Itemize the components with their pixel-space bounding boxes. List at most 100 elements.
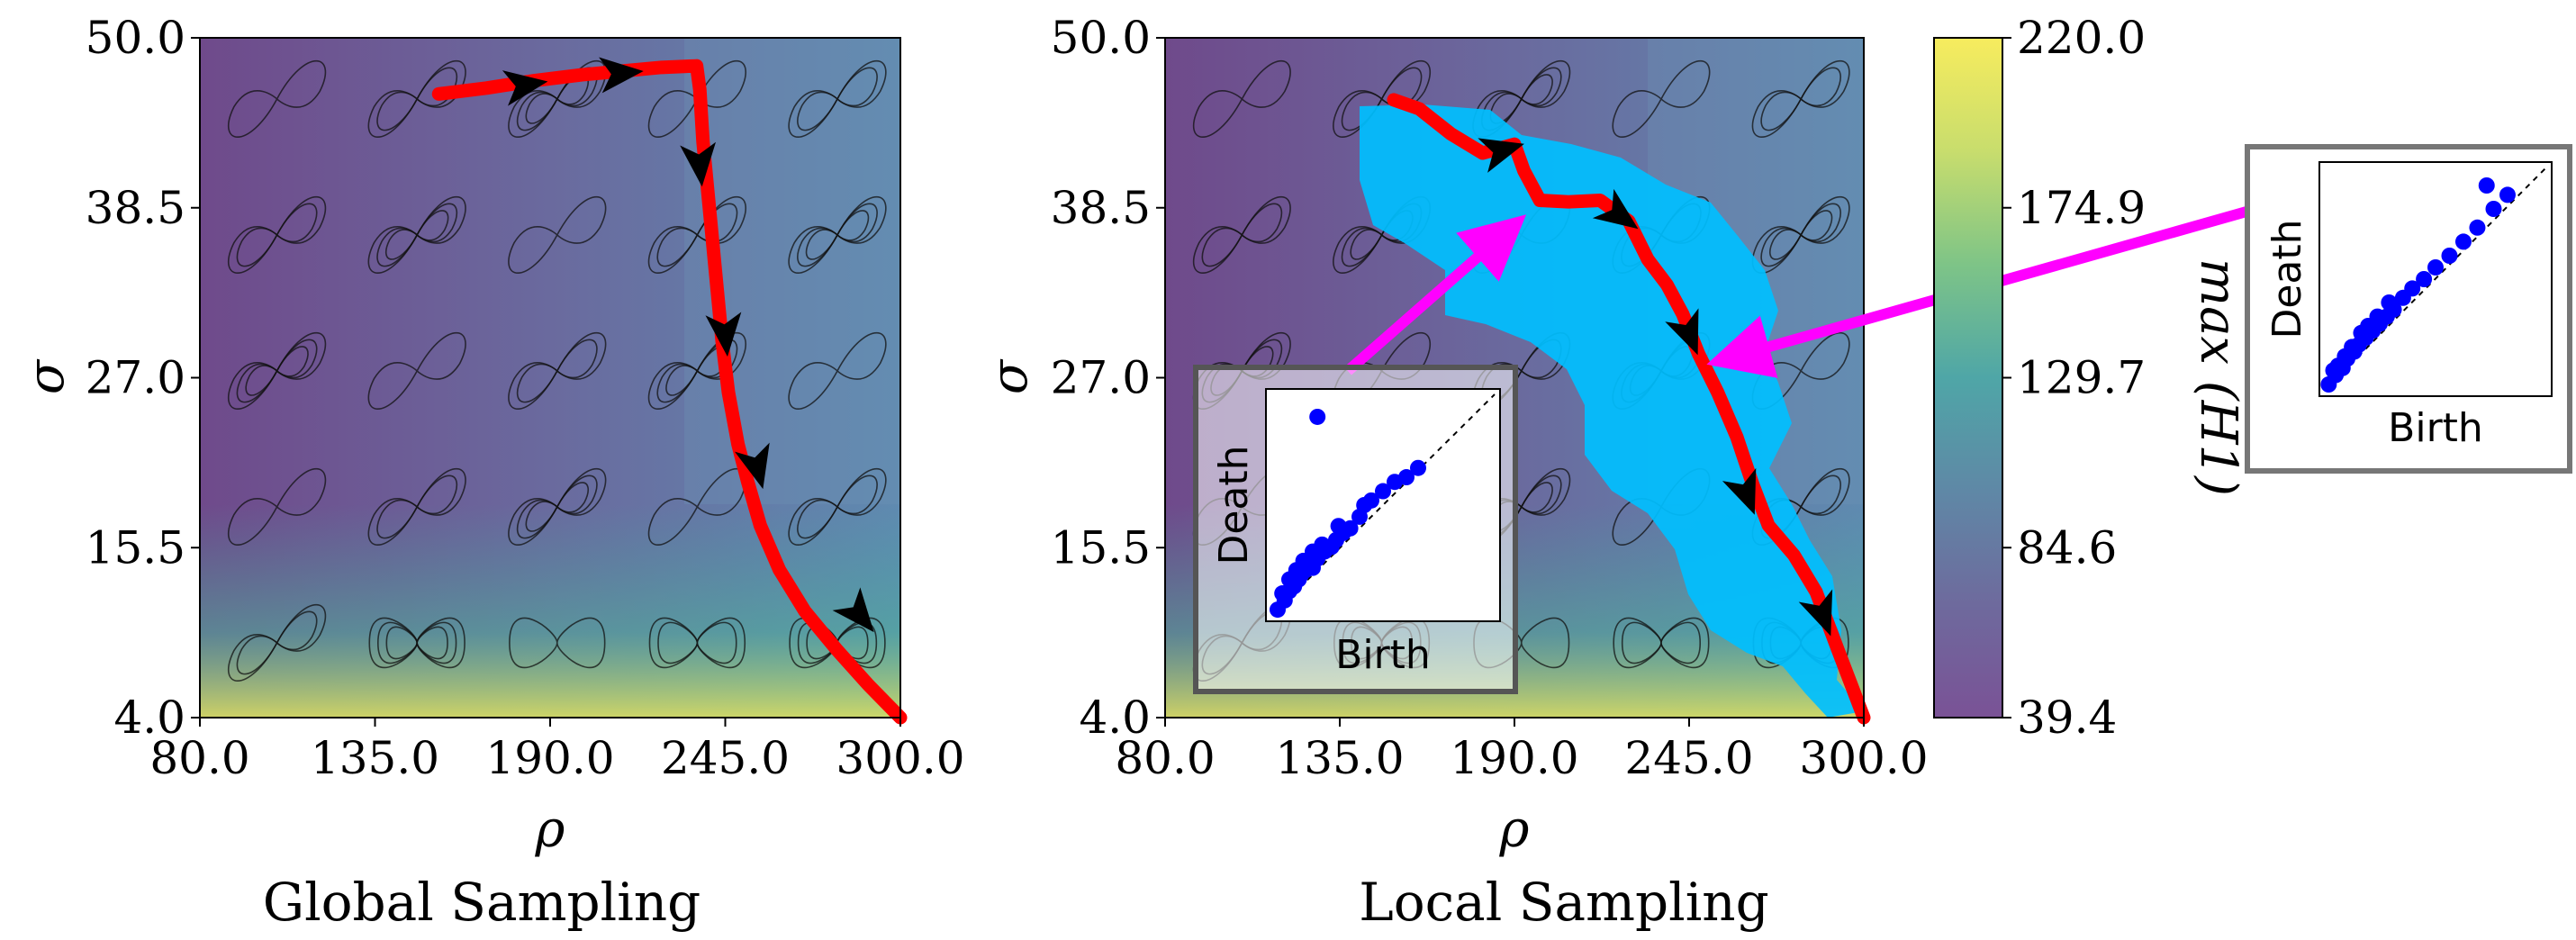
direction-arrow [599,57,644,94]
attractor-glyph [1751,196,1850,274]
direction-arrow [1592,188,1639,230]
y-tick-label: 38.5 [1051,182,1151,234]
pd-point [1330,518,1347,535]
right-caption: Local Sampling [1359,872,1769,933]
right-xlabel: ρ [1499,800,1530,859]
attractor-glyph [509,617,606,668]
attractor-glyph [788,468,887,546]
pd-point [2404,280,2421,297]
attractor-glyph [788,196,887,274]
y-tick-label: 15.5 [86,521,185,574]
left-axis-ticks: 80.0 135.0 190.0 245.0 300.0 4.0 15.5 27.0 38.5 5… [86,12,965,784]
direction-arrow [832,587,874,633]
direction-arrow [1798,589,1833,637]
x-tick-label: 190.0 [1450,732,1578,784]
attractor-glyph [228,332,327,410]
attractor-glyph [367,60,466,138]
pd-point [2499,186,2516,203]
y-tick-label: 4.0 [1079,691,1151,744]
right-panel: 80.0 135.0 190.0 245.0 300.0 4.0 15.5 27.0 38.5 5… [981,12,2248,933]
attractor-glyph [367,332,466,410]
x-tick-label: 190.0 [485,732,614,784]
pd-point [2485,201,2502,217]
pd-point [1314,536,1331,553]
direction-arrow [705,312,742,357]
left-red-path [431,59,908,725]
y-tick-label: 27.0 [1051,352,1151,404]
attractor-glyph [228,604,327,682]
pd-point [2478,177,2495,194]
direction-arrow [680,141,717,187]
attractor-glyph [508,468,607,546]
pd-point [2325,362,2342,379]
pd-point [1274,585,1291,602]
y-tick-label: 4.0 [113,691,185,744]
inset-local-points [1270,408,1426,619]
colorbar-label: max (H1) [2189,258,2247,496]
attractor-glyph [1613,617,1710,668]
pd-point [1410,459,1426,476]
left-xlabel: ρ [535,800,565,859]
inset-local-ylabel: Death [1211,445,1257,565]
pd-point [2344,339,2361,356]
attractor-glyph [788,332,887,410]
x-tick-label: 245.0 [1624,732,1753,784]
attractor-glyph [1192,60,1291,138]
right-ylabel: σ [981,358,1039,394]
attractor-glyph [367,196,466,274]
direction-arrow [502,70,548,106]
attractor-glyph [367,468,466,546]
pd-point [1375,483,1391,500]
inset-local-xlabel: Birth [1335,632,1431,678]
pd-point [2381,294,2398,311]
colorbar-ticks: 39.4 84.6 129.7 174.9 220.0 [2002,12,2146,744]
x-tick-label: 80.0 [149,732,249,784]
left-caption: Global Sampling [263,872,701,933]
x-tick-label: 300.0 [1799,732,1928,784]
attractor-glyph [508,332,607,410]
inset-local: Birth Death [1193,365,1518,694]
pd-point [2441,248,2458,264]
y-tick-label: 50.0 [1051,12,1151,64]
direction-arrow [1478,138,1524,173]
attractor-glyph [228,196,327,274]
left-ylabel: σ [17,358,76,394]
attractor-glyph [1612,60,1711,138]
y-tick-label: 27.0 [86,352,185,404]
pd-point [2427,259,2444,276]
pd-point [2416,271,2433,287]
pd-point [2369,308,2386,325]
left-arrow-markers [502,57,874,633]
x-tick-label: 300.0 [836,732,964,784]
left-attractor-glyphs [228,60,887,682]
attractor-glyph [788,60,887,138]
colorbar-tick-label: 174.9 [2017,182,2146,234]
pd-point [1398,469,1415,486]
x-tick-label: 135.0 [1275,732,1404,784]
right-axis-ticks: 80.0 135.0 190.0 245.0 300.0 4.0 15.5 27.0 38.5 5… [1051,12,1929,784]
y-tick-label: 15.5 [1051,521,1151,574]
attractor-glyph [508,196,607,274]
x-tick-label: 135.0 [311,732,439,784]
colorbar: 39.4 84.6 129.7 174.9 220.0 max (H1) [1933,12,2247,744]
y-tick-label: 38.5 [86,182,185,234]
pd-point [2454,233,2472,250]
left-panel: 80.0 135.0 190.0 245.0 300.0 4.0 15.5 27.0 38.5 5… [17,12,965,933]
colorbar-tick-label: 220.0 [2017,12,2146,64]
attractor-glyph [368,617,465,668]
pd-point [1356,497,1373,513]
attractor-glyph [647,196,746,274]
inset-right-xlabel: Birth [2388,405,2483,451]
direction-arrow [734,442,770,490]
y-tick-label: 50.0 [86,12,185,64]
pd-point [1309,408,1326,425]
trajectory-line [431,59,908,725]
colorbar-tick-label: 129.7 [2017,352,2146,404]
attractor-glyph [1192,196,1291,274]
inset-right-ylabel: Death [2264,219,2310,339]
attractor-glyph [1472,60,1571,138]
attractor-glyph [228,60,327,138]
direction-arrow [1665,308,1699,356]
x-tick-label: 80.0 [1115,732,1215,784]
